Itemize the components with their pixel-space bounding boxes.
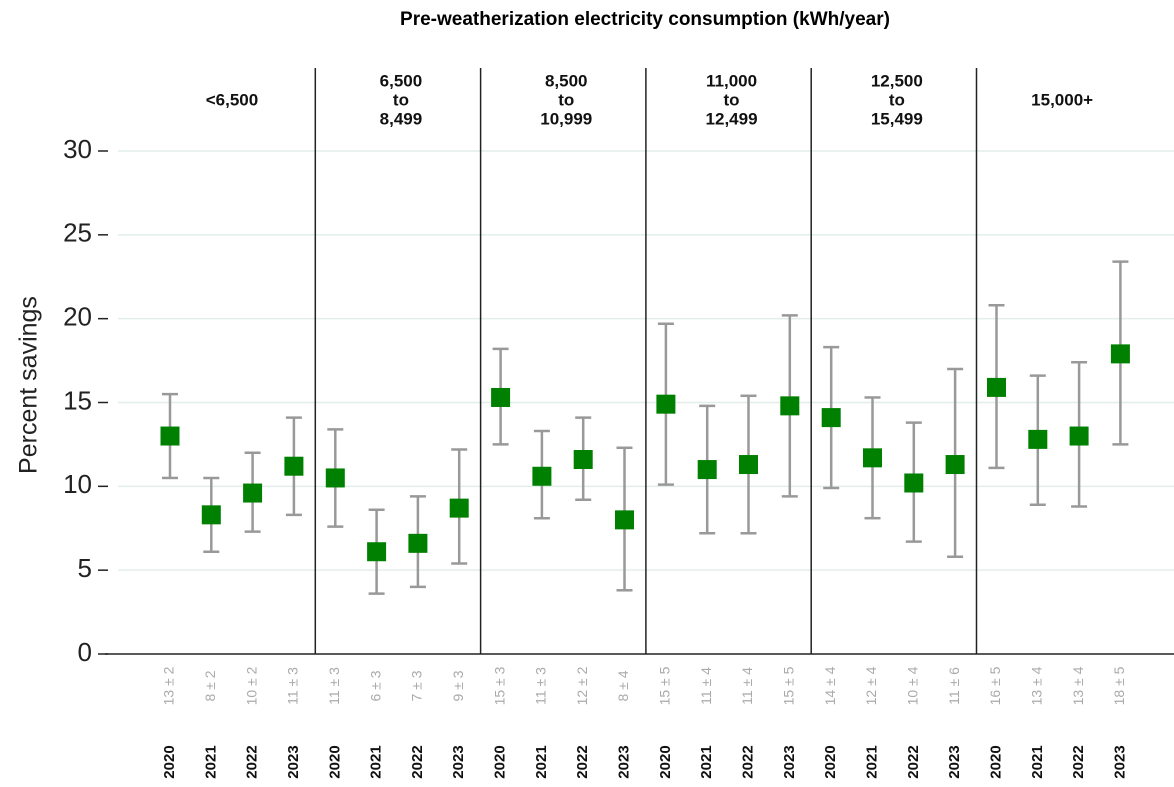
point xyxy=(1069,426,1089,446)
value-label: 15 ± 5 xyxy=(781,666,797,705)
point xyxy=(491,387,511,407)
facet-label: 8,499 xyxy=(380,109,423,128)
value-label: 18 ± 5 xyxy=(1111,666,1127,705)
facet-label: 15,000+ xyxy=(1031,90,1093,109)
facet-label: 12,500 xyxy=(871,71,923,90)
point xyxy=(325,468,345,488)
x-tick-label: 2021 xyxy=(202,745,219,778)
x-tick-label: 2020 xyxy=(987,745,1004,778)
point xyxy=(615,510,634,530)
value-label: 12 ± 2 xyxy=(574,666,590,705)
point xyxy=(987,377,1006,397)
x-tick-label: 2022 xyxy=(244,745,261,778)
point xyxy=(1110,344,1130,364)
facet-label: 11,000 xyxy=(706,71,757,90)
point xyxy=(243,483,263,503)
value-label: 14 ± 4 xyxy=(822,666,838,705)
value-label: 11 ± 3 xyxy=(326,667,342,705)
y-tick-label: 15 xyxy=(63,385,92,415)
point xyxy=(863,448,882,468)
value-label: 13 ± 4 xyxy=(1070,666,1086,705)
facet-label: to xyxy=(724,90,740,109)
facet-label: 12,499 xyxy=(706,109,758,128)
value-label: 11 ± 4 xyxy=(739,667,755,705)
point xyxy=(904,473,924,493)
y-tick-label: 0 xyxy=(78,637,92,667)
point xyxy=(449,498,469,518)
value-label: 8 ± 2 xyxy=(202,670,218,701)
x-tick-label: 2021 xyxy=(1029,745,1046,778)
x-tick-label: 2021 xyxy=(863,745,880,778)
value-label: 13 ± 4 xyxy=(1029,666,1045,705)
point xyxy=(284,456,304,476)
x-tick-label: 2020 xyxy=(492,745,509,778)
y-tick-label: 10 xyxy=(63,469,92,499)
x-tick-label: 2022 xyxy=(905,745,922,778)
x-tick-label: 2021 xyxy=(368,745,385,778)
x-tick-label: 2023 xyxy=(946,745,963,778)
value-label: 11 ± 4 xyxy=(698,667,714,705)
value-label: 9 ± 3 xyxy=(450,670,466,701)
x-tick-label: 2020 xyxy=(822,745,839,778)
facet-label: to xyxy=(889,90,905,109)
facet-label: 15,499 xyxy=(871,109,923,128)
point xyxy=(573,450,593,470)
value-label: 8 ± 4 xyxy=(615,670,631,701)
value-label: 7 ± 3 xyxy=(409,670,425,701)
value-label: 11 ± 3 xyxy=(533,667,549,705)
value-label: 10 ± 2 xyxy=(243,666,259,705)
facet-label: 10,999 xyxy=(540,109,592,128)
x-tick-label: 2021 xyxy=(698,745,715,778)
facet-label: to xyxy=(558,90,574,109)
point xyxy=(408,533,428,553)
point xyxy=(821,408,841,428)
x-tick-label: 2023 xyxy=(450,745,467,778)
x-tick-label: 2023 xyxy=(285,745,302,778)
x-tick-label: 2022 xyxy=(739,745,756,778)
value-label: 12 ± 4 xyxy=(863,666,879,705)
value-label: 10 ± 4 xyxy=(905,666,921,705)
y-tick-label: 20 xyxy=(63,302,92,332)
facet-label: 6,500 xyxy=(380,71,423,90)
facet-label: to xyxy=(393,90,409,109)
value-label: 15 ± 5 xyxy=(657,666,673,705)
value-label: 16 ± 5 xyxy=(987,666,1003,705)
x-tick-label: 2022 xyxy=(574,745,591,778)
x-tick-label: 2023 xyxy=(615,745,632,778)
value-label: 13 ± 2 xyxy=(161,666,177,705)
point xyxy=(532,466,552,486)
facet-label: <6,500 xyxy=(206,90,258,109)
value-label: 11 ± 3 xyxy=(285,667,301,705)
point xyxy=(367,542,387,562)
value-label: 6 ± 3 xyxy=(367,670,383,701)
point xyxy=(201,505,221,525)
point xyxy=(656,394,676,414)
y-tick-label: 5 xyxy=(78,553,92,583)
point xyxy=(739,455,758,475)
y-axis-label: Percent savings xyxy=(15,296,43,474)
x-tick-label: 2020 xyxy=(161,745,178,778)
x-tick-label: 2022 xyxy=(1070,745,1087,778)
x-tick-label: 2020 xyxy=(326,745,343,778)
point xyxy=(697,460,717,480)
facet-label: 8,500 xyxy=(545,71,588,90)
point xyxy=(780,396,800,416)
chart-title: Pre-weatherization electricity consumpti… xyxy=(400,9,890,30)
x-tick-label: 2021 xyxy=(533,745,550,778)
point xyxy=(1028,429,1048,449)
value-label: 11 ± 6 xyxy=(946,667,962,705)
x-tick-label: 2023 xyxy=(781,745,798,778)
x-tick-label: 2020 xyxy=(657,745,674,778)
x-tick-label: 2022 xyxy=(409,745,426,778)
y-tick-label: 30 xyxy=(63,134,92,164)
value-label: 15 ± 3 xyxy=(491,666,507,705)
y-tick-label: 25 xyxy=(63,218,92,248)
point xyxy=(945,455,965,475)
x-tick-label: 2023 xyxy=(1111,745,1128,778)
point xyxy=(160,426,180,446)
